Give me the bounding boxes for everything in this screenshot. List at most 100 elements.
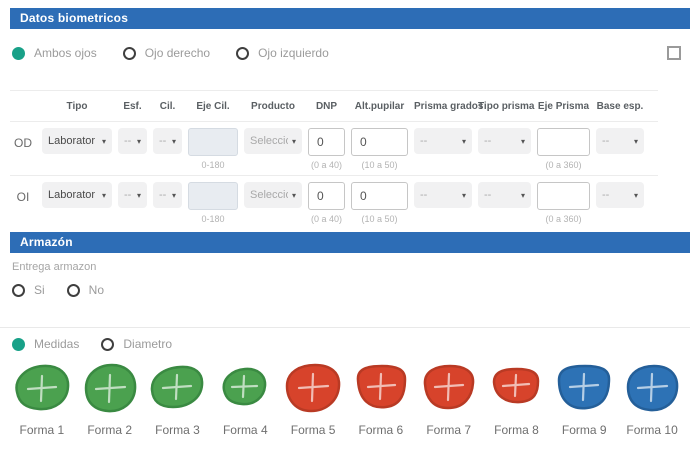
- shape-label: Forma 5: [290, 423, 336, 437]
- od-tipo-select[interactable]: Laborator ▾: [42, 128, 112, 154]
- chevron-down-icon: ▾: [171, 136, 176, 146]
- chevron-down-icon: ▾: [101, 136, 106, 146]
- row-label-od: OD: [14, 136, 32, 150]
- shape-forma-2[interactable]: Forma 2: [76, 360, 144, 437]
- radio-label: Ojo derecho: [144, 46, 211, 60]
- od-dnp-input[interactable]: [308, 128, 345, 156]
- col-header-alt-pupilar: Alt.pupilar: [354, 101, 405, 112]
- table-row-oi: OI Laborator ▾ -- ▾ -- ▾: [10, 176, 658, 229]
- table-header-row: Tipo Esf. Cil. Eje Cil. Producto DNP Alt…: [10, 91, 658, 122]
- col-header-producto: Producto: [251, 101, 295, 112]
- col-header-base-esp: Base esp.: [596, 101, 644, 112]
- oi-esf-select[interactable]: -- ▾: [118, 182, 147, 208]
- radio-medidas[interactable]: Medidas: [12, 337, 79, 351]
- od-tipo-prisma-select[interactable]: -- ▾: [478, 128, 531, 154]
- shape-forma-8[interactable]: Forma 8: [483, 360, 551, 437]
- chevron-down-icon: ▾: [461, 136, 466, 146]
- radio-ojo-derecho[interactable]: Ojo derecho: [122, 46, 211, 60]
- plus-icon: [502, 373, 531, 398]
- radio-unselected-icon: [12, 283, 25, 297]
- row-label-oi: OI: [16, 190, 30, 204]
- od-dnp-hint: (0 a 40): [310, 160, 343, 170]
- od-cil-select[interactable]: -- ▾: [153, 128, 182, 154]
- chevron-down-icon: ▾: [136, 136, 141, 146]
- chevron-down-icon: ▾: [633, 136, 638, 146]
- chevron-down-icon: ▾: [291, 136, 296, 146]
- radio-no[interactable]: No: [66, 283, 104, 297]
- radio-ojo-izquierdo[interactable]: Ojo izquierdo: [236, 46, 329, 60]
- shape-label: Forma 8: [494, 423, 539, 437]
- entrega-armazon-label: Entrega armazon: [12, 261, 97, 273]
- eye-selection-group: Ambos ojos Ojo derecho Ojo izquierdo: [12, 46, 355, 60]
- radio-selected-icon: [12, 46, 25, 60]
- col-header-eje-prisma: Eje Prisma: [537, 101, 590, 112]
- col-header-dnp: DNP: [315, 101, 338, 112]
- radio-label: Ambos ojos: [34, 46, 97, 60]
- header-spacer: [10, 91, 36, 110]
- shape-forma-6[interactable]: Forma 6: [347, 360, 415, 437]
- shape-forma-3[interactable]: Forma 3: [144, 360, 212, 437]
- oi-base-esp-select[interactable]: -- ▾: [596, 182, 644, 208]
- oi-producto-select[interactable]: Seleccione ▾: [244, 182, 302, 208]
- od-eje-cil-input[interactable]: [188, 128, 238, 156]
- shape-label: Forma 10: [626, 423, 678, 437]
- oi-eje-prisma-hint: (0 a 360): [545, 214, 582, 224]
- chevron-down-icon: ▾: [633, 190, 638, 200]
- oi-alt-pupilar-input[interactable]: [351, 182, 408, 210]
- radio-unselected-icon: [101, 337, 115, 351]
- shape-forma-4[interactable]: Forma 4: [211, 360, 279, 437]
- oi-cil-select[interactable]: -- ▾: [153, 182, 182, 208]
- oi-dnp-input[interactable]: [308, 182, 345, 210]
- radio-label: Ojo izquierdo: [258, 46, 329, 60]
- plus-icon: [297, 372, 330, 403]
- od-prisma-grados-select[interactable]: -- ▾: [414, 128, 472, 154]
- radio-unselected-icon: [122, 46, 136, 60]
- col-header-prisma-grados: Prisma grados: [414, 101, 484, 112]
- plus-icon: [433, 372, 464, 402]
- section-header-armazon: Armazón: [10, 232, 690, 253]
- chevron-down-icon: ▾: [136, 190, 141, 200]
- od-producto-select[interactable]: Seleccione ▾: [244, 128, 302, 154]
- chevron-down-icon: ▾: [171, 190, 176, 200]
- radio-unselected-icon: [236, 46, 250, 60]
- od-eje-prisma-hint: (0 a 360): [545, 160, 582, 170]
- shape-forma-5[interactable]: Forma 5: [279, 360, 347, 437]
- radio-ambos-ojos[interactable]: Ambos ojos: [12, 46, 97, 60]
- shape-label: Forma 9: [561, 423, 607, 437]
- col-header-tipo: Tipo: [66, 101, 88, 112]
- shape-label: Forma 3: [155, 423, 200, 437]
- radio-si[interactable]: Si: [12, 283, 45, 297]
- oi-alt-pupilar-hint: (10 a 50): [361, 214, 398, 224]
- chevron-down-icon: ▾: [291, 190, 296, 200]
- col-header-esf: Esf.: [123, 101, 142, 112]
- shape-label: Forma 1: [19, 423, 65, 437]
- od-alt-pupilar-input[interactable]: [351, 128, 408, 156]
- shape-label: Forma 2: [87, 423, 133, 437]
- lens-shape-picker: Forma 1 Forma 2 Forma 3 Forma 4: [8, 360, 686, 437]
- od-eje-prisma-input[interactable]: [537, 128, 590, 156]
- oi-tipo-prisma-select[interactable]: -- ▾: [478, 182, 531, 208]
- col-header-eje-cil: Eje Cil.: [196, 101, 230, 112]
- shape-forma-7[interactable]: Forma 7: [415, 360, 483, 437]
- plus-icon: [231, 374, 259, 399]
- oi-eje-cil-input[interactable]: [188, 182, 238, 210]
- plus-icon: [636, 372, 669, 403]
- top-right-checkbox[interactable]: [667, 46, 681, 60]
- col-header-tipo-prisma: Tipo prisma: [478, 101, 535, 112]
- oi-tipo-select[interactable]: Laborator ▾: [42, 182, 112, 208]
- oi-prisma-grados-select[interactable]: -- ▾: [414, 182, 472, 208]
- plus-icon: [162, 373, 193, 401]
- chevron-down-icon: ▾: [520, 190, 525, 200]
- shape-label: Forma 4: [222, 423, 268, 437]
- shape-forma-10[interactable]: Forma 10: [618, 360, 686, 437]
- chevron-down-icon: ▾: [520, 136, 525, 146]
- plus-icon: [569, 372, 600, 402]
- od-esf-select[interactable]: -- ▾: [118, 128, 147, 154]
- chevron-down-icon: ▾: [101, 190, 106, 200]
- od-base-esp-select[interactable]: -- ▾: [596, 128, 644, 154]
- radio-diametro[interactable]: Diametro: [101, 337, 172, 351]
- shape-forma-1[interactable]: Forma 1: [8, 360, 76, 437]
- shape-forma-9[interactable]: Forma 9: [550, 360, 618, 437]
- oi-eje-prisma-input[interactable]: [537, 182, 590, 210]
